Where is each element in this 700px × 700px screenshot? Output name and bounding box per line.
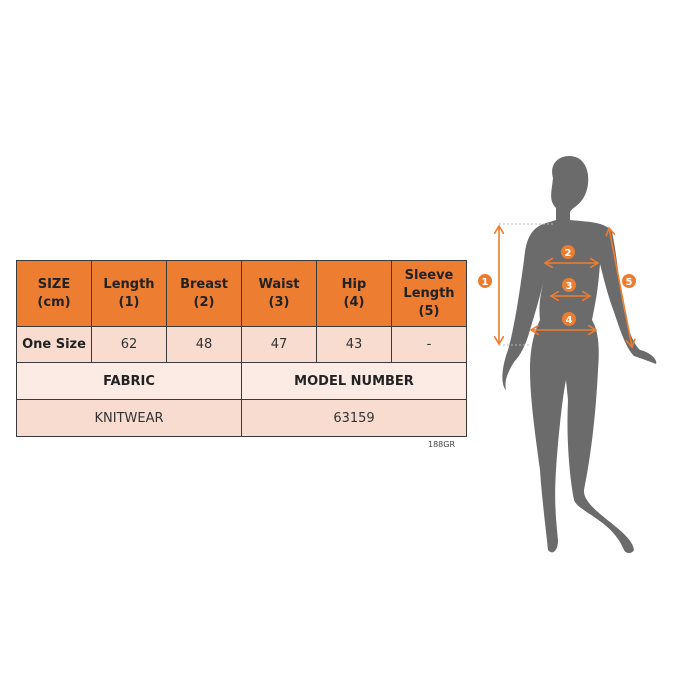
product-code: 188GR xyxy=(428,440,456,449)
fabric-value: KNITWEAR xyxy=(16,399,242,437)
info-header-row: FABRIC MODEL NUMBER xyxy=(16,362,467,400)
header-waist: Waist (3) xyxy=(241,260,317,327)
header-length: Length (1) xyxy=(91,260,167,327)
svg-text:1: 1 xyxy=(482,277,489,288)
svg-text:3: 3 xyxy=(566,281,573,292)
table-row: One Size 62 48 47 43 - xyxy=(16,326,467,363)
measurement-guides xyxy=(499,223,632,347)
model-number-value: 63159 xyxy=(241,399,467,437)
length-cell: 62 xyxy=(91,326,167,363)
header-hip: Hip (4) xyxy=(316,260,392,327)
info-value-row: KNITWEAR 63159 xyxy=(16,399,467,437)
sleeve-arrow xyxy=(609,228,632,347)
marker-2: 2 xyxy=(561,245,575,259)
svg-text:2: 2 xyxy=(565,248,572,259)
svg-text:5: 5 xyxy=(626,277,633,288)
marker-4: 4 xyxy=(562,312,576,326)
size-cell: One Size xyxy=(16,326,92,363)
waist-cell: 47 xyxy=(241,326,317,363)
marker-3: 3 xyxy=(562,278,576,292)
header-size: SIZE (cm) xyxy=(16,260,92,327)
header-breast: Breast (2) xyxy=(166,260,242,327)
fabric-label: FABRIC xyxy=(16,362,242,400)
hip-cell: 43 xyxy=(316,326,392,363)
marker-1: 1 xyxy=(478,274,492,288)
header-sleeve-length: Sleeve Length (5) xyxy=(391,260,467,327)
woman-silhouette xyxy=(502,156,657,553)
sleeve-length-cell: - xyxy=(391,326,467,363)
svg-text:4: 4 xyxy=(566,315,573,326)
marker-5: 5 xyxy=(622,274,636,288)
header-row: SIZE (cm) Length (1) Breast (2) Waist (3) Hi… xyxy=(16,260,467,327)
model-number-label: MODEL NUMBER xyxy=(241,362,467,400)
size-table: SIZE (cm) Length (1) Breast (2) Waist (3) Hi… xyxy=(16,260,467,437)
